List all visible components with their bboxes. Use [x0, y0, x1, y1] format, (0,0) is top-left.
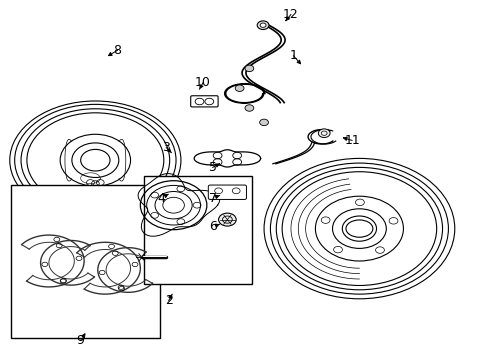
Text: 6: 6: [208, 220, 216, 233]
FancyBboxPatch shape: [190, 96, 218, 107]
Text: 8: 8: [113, 44, 121, 57]
Bar: [11, 185, 160, 338]
Circle shape: [257, 21, 268, 30]
Text: 3: 3: [162, 141, 170, 154]
Text: 11: 11: [344, 134, 359, 147]
Circle shape: [318, 129, 329, 138]
FancyBboxPatch shape: [208, 185, 246, 199]
Text: 10: 10: [195, 76, 210, 89]
Text: 1: 1: [289, 49, 297, 62]
Text: 2: 2: [164, 294, 172, 307]
Circle shape: [218, 213, 236, 226]
Circle shape: [260, 23, 265, 27]
Text: 7: 7: [208, 192, 216, 204]
Text: 5: 5: [208, 161, 216, 174]
Bar: [144, 176, 251, 284]
Circle shape: [244, 105, 253, 111]
Text: 9: 9: [77, 334, 84, 347]
Circle shape: [259, 119, 268, 126]
Text: 4: 4: [157, 192, 165, 204]
Text: 12: 12: [283, 8, 298, 21]
Circle shape: [244, 65, 253, 72]
Circle shape: [235, 85, 244, 91]
